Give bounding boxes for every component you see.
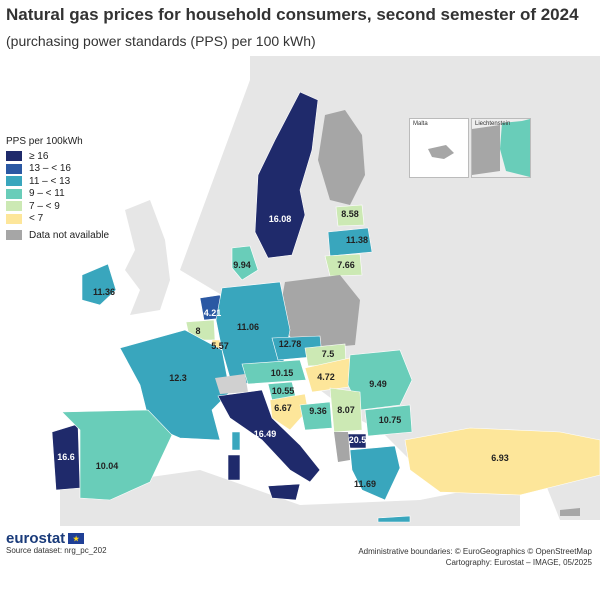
value-label-bulgaria: 10.75 xyxy=(379,415,402,425)
legend-label: 13 – < 16 xyxy=(29,163,71,175)
country-greece xyxy=(349,445,401,501)
legend-title: PPS per 100kWh xyxy=(6,136,83,147)
value-label-greece: 11.69 xyxy=(354,479,376,489)
country-italy-sardinia xyxy=(227,454,241,481)
country-norway xyxy=(215,60,340,250)
legend-label: 7 – < 9 xyxy=(29,200,60,212)
legend-item: 11 – < 13 xyxy=(6,175,109,188)
country-bulgaria xyxy=(364,404,413,437)
legend-item: 13 – < 16 xyxy=(6,163,109,176)
legend-swatch xyxy=(6,176,22,187)
country-croatia xyxy=(269,393,309,431)
country-austria xyxy=(241,359,307,385)
country-bosnia xyxy=(299,401,333,431)
country-denmark xyxy=(231,245,259,281)
map-title: Natural gas prices for household consume… xyxy=(6,5,579,24)
country-latvia xyxy=(327,227,373,257)
source-dataset: Source dataset: nrg_pc_202 xyxy=(6,546,107,555)
legend-label: 11 – < 13 xyxy=(29,175,71,187)
country-north-macedonia xyxy=(347,433,367,449)
legend-label: 9 – < 11 xyxy=(29,188,65,200)
legend-label: ≥ 16 xyxy=(29,150,49,162)
value-label-luxembourg: 5.57 xyxy=(211,341,229,351)
legend-label: < 7 xyxy=(29,213,44,225)
value-label-t-rkiye: 6.93 xyxy=(491,453,509,463)
country-romania xyxy=(347,349,413,411)
credits-boundaries: Administrative boundaries: © EuroGeograp… xyxy=(358,547,592,556)
malta-shape xyxy=(428,145,454,159)
legend-item: < 7 xyxy=(6,213,109,226)
value-label-spain: 10.04 xyxy=(96,461,119,471)
legend-item: 9 – < 11 xyxy=(6,188,109,201)
legend-item: 7 – < 9 xyxy=(6,200,109,213)
malta-inset: Malta xyxy=(409,118,469,178)
legend-swatch xyxy=(6,163,22,174)
malta-inset-label: Malta xyxy=(413,121,428,127)
country-cyprus xyxy=(560,508,580,516)
credits: Administrative boundaries: © EuroGeograp… xyxy=(358,546,592,568)
legend-swatch xyxy=(6,213,22,224)
country-uk xyxy=(125,200,170,315)
country-spain xyxy=(61,409,173,501)
liechtenstein-shape xyxy=(472,119,530,177)
eu-flag-icon: ★ xyxy=(68,533,85,544)
country-serbia xyxy=(329,387,363,433)
legend-label: Data not available xyxy=(29,229,110,241)
value-label-austria: 10.15 xyxy=(271,368,294,378)
legend-item: ≥ 16 xyxy=(6,150,109,163)
value-label-czechia: 12.78 xyxy=(279,339,302,349)
value-label-slovakia: 7.5 xyxy=(322,349,335,359)
value-label-estonia: 8.58 xyxy=(341,209,359,219)
legend-swatch xyxy=(6,188,22,199)
legend: PPS per 100kWh ≥ 16 13 – < 16 11 – < 13 9 –… xyxy=(6,136,109,242)
country-ireland xyxy=(81,263,117,306)
value-label-croatia: 6.67 xyxy=(274,403,292,413)
value-label-netherlands: 14.21 xyxy=(199,308,222,318)
country-estonia xyxy=(335,204,365,227)
value-label-serbia: 8.07 xyxy=(337,405,355,415)
country-turkiye xyxy=(404,427,600,496)
liechtenstein-inset: Liechtenstein xyxy=(471,118,531,178)
value-label-bosnia-and-herzegovina: 9.36 xyxy=(309,406,327,416)
country-poland xyxy=(278,275,360,350)
value-label-france: 12.3 xyxy=(169,373,187,383)
country-switzerland xyxy=(215,374,248,394)
value-label-hungary: 4.72 xyxy=(317,372,335,382)
value-label-latvia: 11.38 xyxy=(346,235,368,245)
legend-swatch xyxy=(6,201,22,212)
value-label-denmark: 9.94 xyxy=(233,260,251,270)
liechtenstein-inset-label: Liechtenstein xyxy=(475,121,511,127)
country-albania xyxy=(334,432,350,462)
value-label-sweden: 16.08 xyxy=(269,214,292,224)
value-label-slovenia: 10.55 xyxy=(272,386,295,396)
value-label-italy: 16.49 xyxy=(254,429,277,439)
country-sweden xyxy=(254,91,319,259)
map-subtitle: (purchasing power standards (PPS) per 10… xyxy=(6,33,316,49)
value-label-ireland: 11.36 xyxy=(93,287,115,297)
eurostat-logo-text: eurostat xyxy=(6,530,66,547)
value-label-germany: 11.06 xyxy=(237,322,259,332)
country-italy xyxy=(217,389,321,483)
value-label-belgium: 8 xyxy=(195,326,200,336)
country-lithuania xyxy=(324,253,363,277)
value-label-portugal: 16.6 xyxy=(57,452,75,462)
legend-swatch xyxy=(6,230,22,241)
legend-item: Data not available xyxy=(6,229,109,242)
legend-swatch xyxy=(6,151,22,162)
eurostat-logo: eurostat ★ xyxy=(6,530,85,547)
country-greece-crete xyxy=(377,515,411,523)
credits-cartography: Cartography: Eurostat – IMAGE, 05/2025 xyxy=(445,558,592,567)
country-italy-sicily xyxy=(267,483,301,501)
country-finland xyxy=(318,110,365,205)
value-label-north-macedonia: 20.53 xyxy=(349,435,372,445)
north-africa xyxy=(60,470,520,526)
value-label-romania: 9.49 xyxy=(369,379,387,389)
value-label-lithuania: 7.66 xyxy=(337,260,355,270)
country-france-corsica xyxy=(231,431,241,451)
